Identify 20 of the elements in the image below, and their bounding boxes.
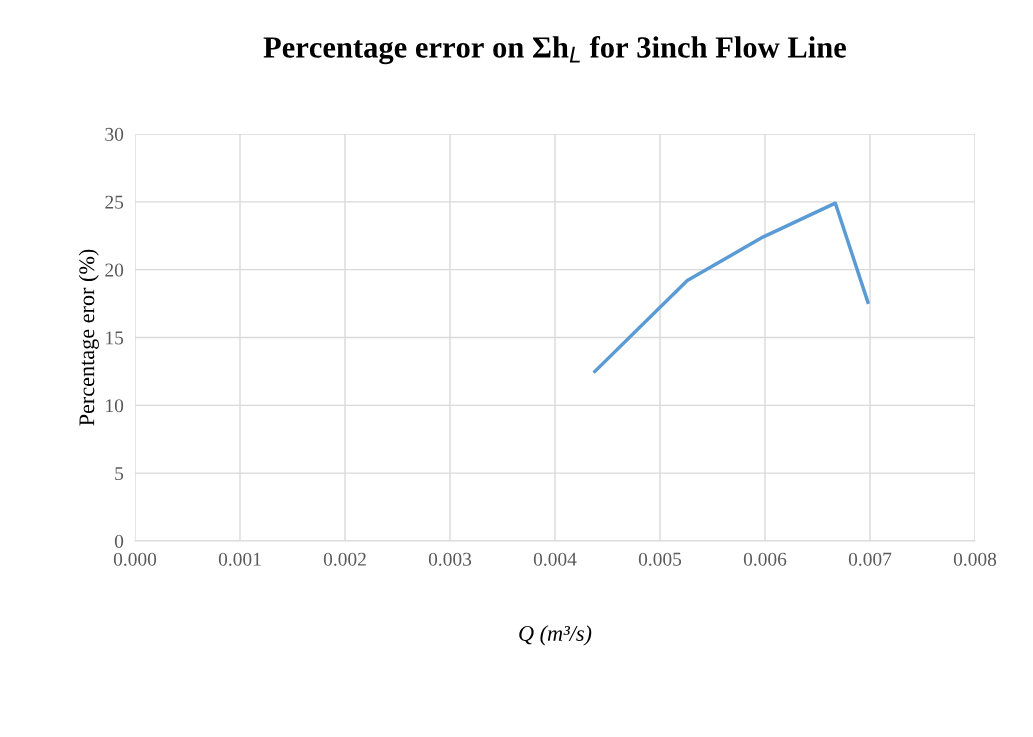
x-tick-label: 0.000 bbox=[113, 552, 157, 566]
y-axis-title: Percentage eror (%) bbox=[78, 249, 99, 426]
y-tick-label: 20 bbox=[105, 263, 124, 277]
line-series bbox=[593, 201, 870, 374]
chart-title: Percentage error on Σh$_{L}$ for 3inch Flow Line bbox=[263, 35, 846, 65]
x-tick-label: 0.001 bbox=[218, 552, 261, 566]
x-tick-label: 0.008 bbox=[953, 552, 997, 566]
y-tick-label: 0 bbox=[114, 534, 124, 548]
y-tick-label: 10 bbox=[106, 399, 124, 413]
x-tick-label: 0.004 bbox=[533, 552, 577, 566]
x-axis-title: Q (m³/s) bbox=[519, 625, 592, 646]
y-tick-label: 25 bbox=[105, 195, 124, 209]
x-tick-label: 0.005 bbox=[638, 552, 682, 566]
x-tick-label: 0.006 bbox=[743, 552, 787, 566]
x-tick-label: 0.002 bbox=[323, 552, 366, 566]
x-tick-label: 0.003 bbox=[428, 552, 472, 566]
y-tick-label: 5 bbox=[115, 467, 124, 481]
y-tick-label: 30 bbox=[105, 127, 124, 141]
y-tick-label: 15 bbox=[106, 331, 124, 345]
x-tick-label: 0.007 bbox=[848, 552, 892, 566]
